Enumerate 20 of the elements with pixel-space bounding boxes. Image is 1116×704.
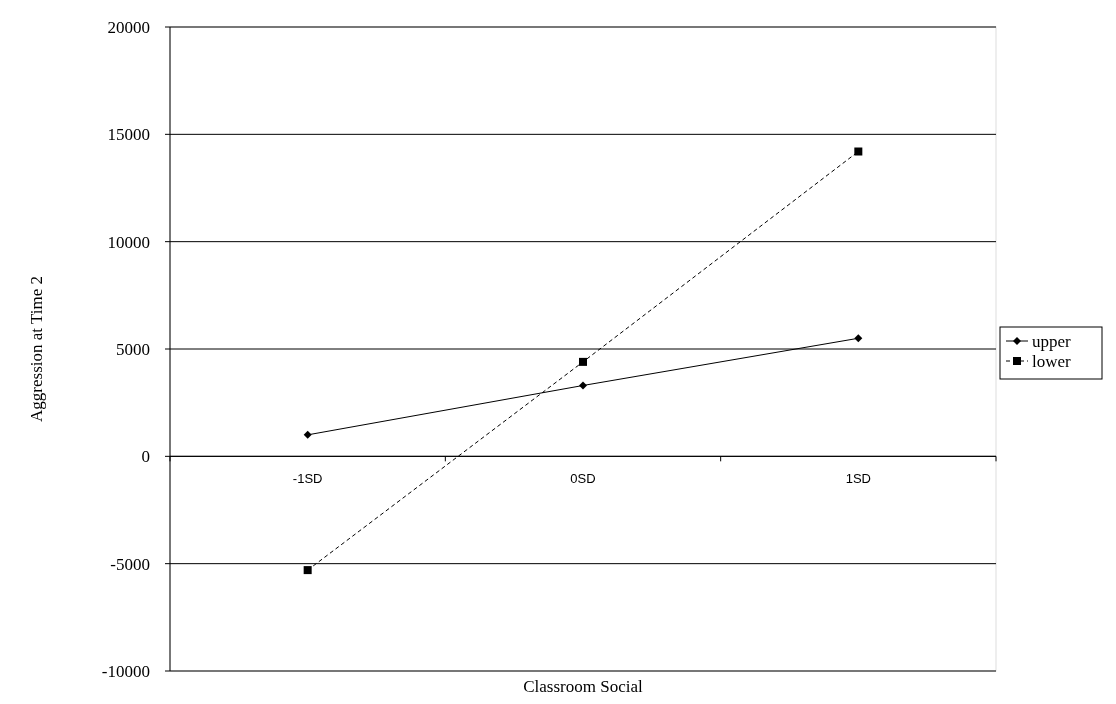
y-tick-label: -10000: [101, 661, 150, 681]
x-tick-label: -1SD: [292, 471, 323, 487]
y-tick-label: -5000: [110, 554, 150, 574]
x-axis-title: Classroom Social: [523, 677, 644, 696]
point: [303, 566, 312, 575]
y-tick-label: 15000: [107, 125, 150, 145]
point: [303, 430, 312, 439]
point: [854, 334, 863, 343]
y-tick-label: 0: [141, 447, 150, 467]
y-axis-title: Aggression at Time 2: [27, 276, 46, 422]
point: [579, 381, 587, 390]
x-tick-label: 0SD: [570, 471, 596, 487]
point: [854, 147, 863, 156]
y-tick-label: 20000: [107, 17, 150, 37]
point: [579, 357, 587, 366]
legend-label: lower: [1032, 351, 1072, 371]
y-tick-label: 10000: [107, 232, 150, 252]
x-tick-label: 1SD: [845, 471, 871, 487]
legend-label: upper: [1032, 331, 1072, 351]
y-tick-label: 5000: [116, 339, 150, 359]
